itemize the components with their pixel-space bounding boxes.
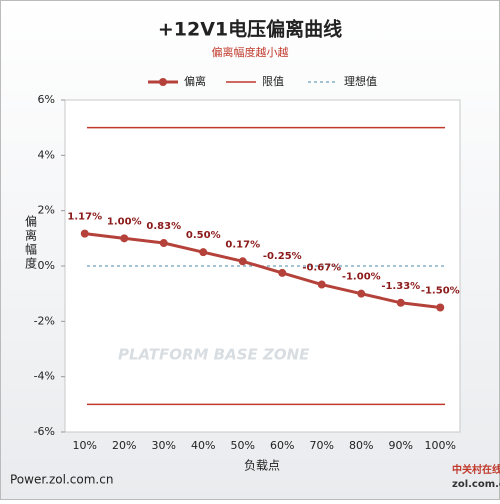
logo: 中关村在线	[452, 463, 500, 476]
x-axis-title: 负载点	[244, 459, 280, 473]
point	[317, 280, 326, 289]
value-label: -1.50%	[421, 286, 460, 297]
value-label: 0.83%	[146, 221, 181, 232]
logo-sub: zol.com.cn	[452, 479, 500, 490]
legend-label: 限值	[262, 75, 284, 88]
chart-title: +12V1电压偏离曲线	[158, 18, 342, 41]
y-tick-label: 4%	[38, 148, 55, 161]
legend-marker	[159, 78, 167, 86]
point	[159, 239, 168, 248]
footer: Power.zol.com.cn	[10, 473, 113, 487]
point	[357, 289, 366, 298]
value-label: -0.25%	[263, 251, 302, 262]
watermark: PLATFORM BASE ZONE	[118, 346, 310, 364]
y-tick-label: -4%	[34, 370, 55, 383]
y-tick-label: 6%	[38, 93, 55, 106]
point	[120, 234, 129, 243]
y-axis-title: 偏离幅度	[24, 214, 38, 271]
y-tick-label: 0%	[38, 259, 55, 272]
legend-label: 理想值	[344, 74, 377, 88]
x-tick-label: 60%	[270, 439, 294, 452]
x-tick-label: 10%	[73, 439, 97, 452]
x-tick-label: 20%	[112, 439, 136, 452]
value-label: -0.67%	[302, 263, 341, 274]
x-tick-label: 40%	[191, 439, 215, 452]
series-line	[84, 232, 441, 309]
y-tick-label: -2%	[34, 314, 55, 327]
value-label: 1.00%	[107, 216, 142, 227]
value-label: 1.17%	[67, 212, 102, 223]
x-tick-label: 80%	[349, 439, 373, 452]
value-label: -1.00%	[342, 272, 381, 283]
point	[278, 268, 287, 277]
value-label: 0.17%	[225, 239, 260, 250]
y-tick-label: -6%	[34, 425, 55, 438]
x-tick-label: 70%	[310, 439, 334, 452]
value-label: 0.50%	[186, 230, 221, 241]
point	[436, 303, 445, 312]
point	[199, 248, 208, 257]
point	[80, 229, 89, 238]
x-tick-label: 50%	[231, 439, 255, 452]
value-label: -1.33%	[381, 281, 420, 292]
x-tick-label: 100%	[425, 439, 456, 452]
legend-label: 偏离	[184, 74, 206, 88]
y-tick-label: 2%	[38, 204, 55, 217]
x-tick-label: 30%	[152, 439, 176, 452]
point	[238, 257, 247, 266]
chart-subtitle: 偏离幅度越小越	[212, 45, 289, 59]
x-tick-label: 90%	[389, 439, 413, 452]
point	[396, 298, 405, 307]
